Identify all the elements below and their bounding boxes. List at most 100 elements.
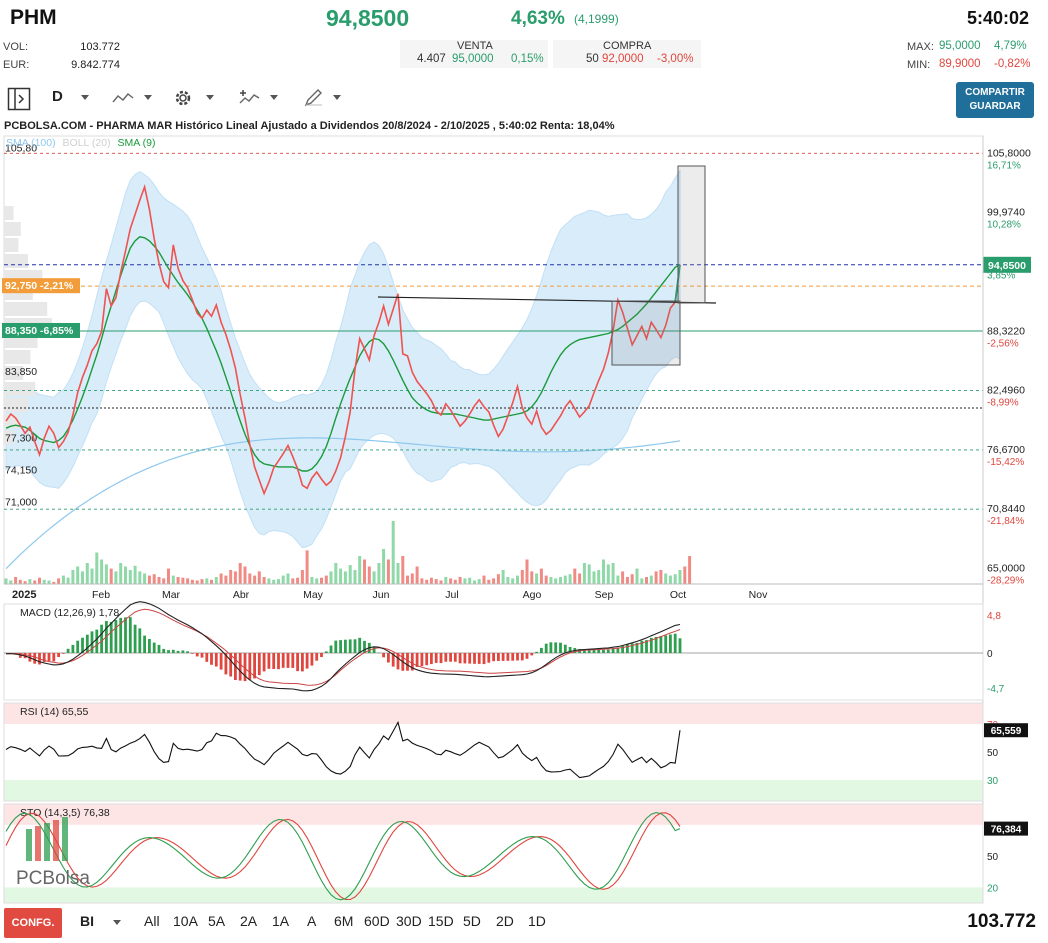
volume-bar [100,559,104,584]
range-button-1d[interactable]: 1D [528,913,546,929]
settings-caret-icon[interactable] [206,95,214,100]
macd-histogram-bar [305,653,309,669]
volume-bar [659,570,663,584]
range-button-5a[interactable]: 5A [208,913,226,929]
range-button-60d[interactable]: 60D [364,913,390,929]
logo-bar [44,823,50,861]
macd-histogram-bar [477,653,481,664]
range-button-a[interactable]: A [307,913,317,929]
legend-sma9: SMA (9) [117,137,156,149]
right-axis-price: 99,9740 [987,207,1025,219]
volume-bar [363,559,366,584]
indicators-icon[interactable] [238,88,260,110]
share-save-button[interactable]: COMPARTIR GUARDAR [956,82,1034,118]
volume-bar [678,570,682,584]
macd-histogram-bar [554,642,558,653]
mode-selector[interactable]: BI [80,913,94,929]
volume-bar [329,571,333,584]
volume-bar [535,573,539,584]
volume-bar [401,556,405,584]
vol-label: VOL: [3,41,29,53]
rsi-label: RSI (14) 65,55 [20,706,88,718]
volume-bar [616,575,620,584]
macd-histogram-bar [229,653,233,677]
range-button-all[interactable]: All [144,913,160,929]
macd-histogram-bar [611,648,615,653]
quote-header: PHM 94,8500 4,63% (4,1999) 5:40:02 VOL: … [0,0,1048,80]
right-axis-price: 76,6700 [987,444,1025,456]
sto-d-line [5,812,681,901]
volume-bar [654,571,658,584]
macd-histogram-bar [42,653,46,663]
range-button-2a[interactable]: 2A [240,913,258,929]
mode-caret-icon[interactable] [113,920,121,925]
max-label: MAX: [907,41,934,53]
volume-bar [167,568,170,584]
left-level-label: 83,850 [5,366,37,378]
range-button-15d[interactable]: 15D [428,913,454,929]
volume-bar [262,577,266,584]
logo-bar [35,826,41,861]
range-button-5d[interactable]: 5D [463,913,481,929]
macd-histogram-bar [210,653,213,665]
tagged-level-label: 92,750 -2,21% [5,280,74,292]
venta-qty: 4.407 [417,53,446,65]
volume-bar [210,579,213,584]
month-tick-label: Feb [92,589,110,601]
period-selector[interactable]: D [52,88,63,105]
left-level-label: 71,000 [5,497,37,509]
macd-histogram-bar [224,653,228,675]
macd-histogram-bar [535,651,538,653]
current-price-tag: 94,8500 [988,260,1026,272]
rsi-tick: 30 [987,776,999,787]
range-button-30d[interactable]: 30D [396,913,422,929]
range-button-2d[interactable]: 2D [496,913,514,929]
period-caret-icon[interactable] [81,95,89,100]
volume-bar [382,549,386,584]
volume-bar [358,556,362,584]
volume-bar [300,570,304,584]
right-axis-pct: -28,29% [987,576,1024,587]
volume-bar [554,578,558,584]
volume-bar [391,521,395,584]
macd-histogram-bar [348,639,352,653]
panel-toggle-icon[interactable] [7,87,31,111]
chart-canvas[interactable]: 105,800016,71%99,974010,28%3,85%88,3220-… [0,118,1048,905]
range-button-1a[interactable]: 1A [272,913,290,929]
chart-area[interactable]: 105,8000 16,71% 99,9740 10,28% 3,85% 88,3220-… [0,118,1048,905]
macd-histogram-bar [76,640,80,653]
macd-histogram-bar [47,653,51,661]
volume-bar [520,570,524,584]
volume-bar [162,578,166,584]
right-axis-pct: -15,42% [987,457,1024,468]
volume-bar [549,577,553,584]
sto-tick: 20 [987,883,999,894]
volume-bar [76,566,80,584]
month-tick-label: Sep [595,589,614,601]
volume-bar [353,570,357,584]
logo-bar [53,820,59,861]
pencil-icon[interactable] [302,88,324,110]
volume-bar [664,573,668,584]
max-pct: 4,79% [994,40,1027,52]
macd-histogram-bar [52,653,56,662]
indicators-caret-icon[interactable] [270,95,278,100]
macd-histogram-bar [583,650,586,653]
line-type-icon[interactable] [112,88,134,110]
volume-bar [673,574,677,584]
gear-icon[interactable] [172,87,194,109]
sto-panel-frame [3,803,984,904]
volume-bar [147,575,151,584]
config-button[interactable]: CONFG. [4,908,62,938]
quote-time: 5:40:02 [966,8,1029,28]
volume-bar [248,573,252,584]
macd-histogram-bar [511,653,515,661]
range-button-6m[interactable]: 6M [334,913,354,929]
change-absolute: (4,1999) [574,12,619,26]
volume-bar [138,571,142,584]
drawing-caret-icon[interactable] [333,95,341,100]
volume-profile-bar [4,206,14,220]
volume-bar [386,559,390,584]
line-type-caret-icon[interactable] [144,95,152,100]
range-button-10a[interactable]: 10A [173,913,198,929]
